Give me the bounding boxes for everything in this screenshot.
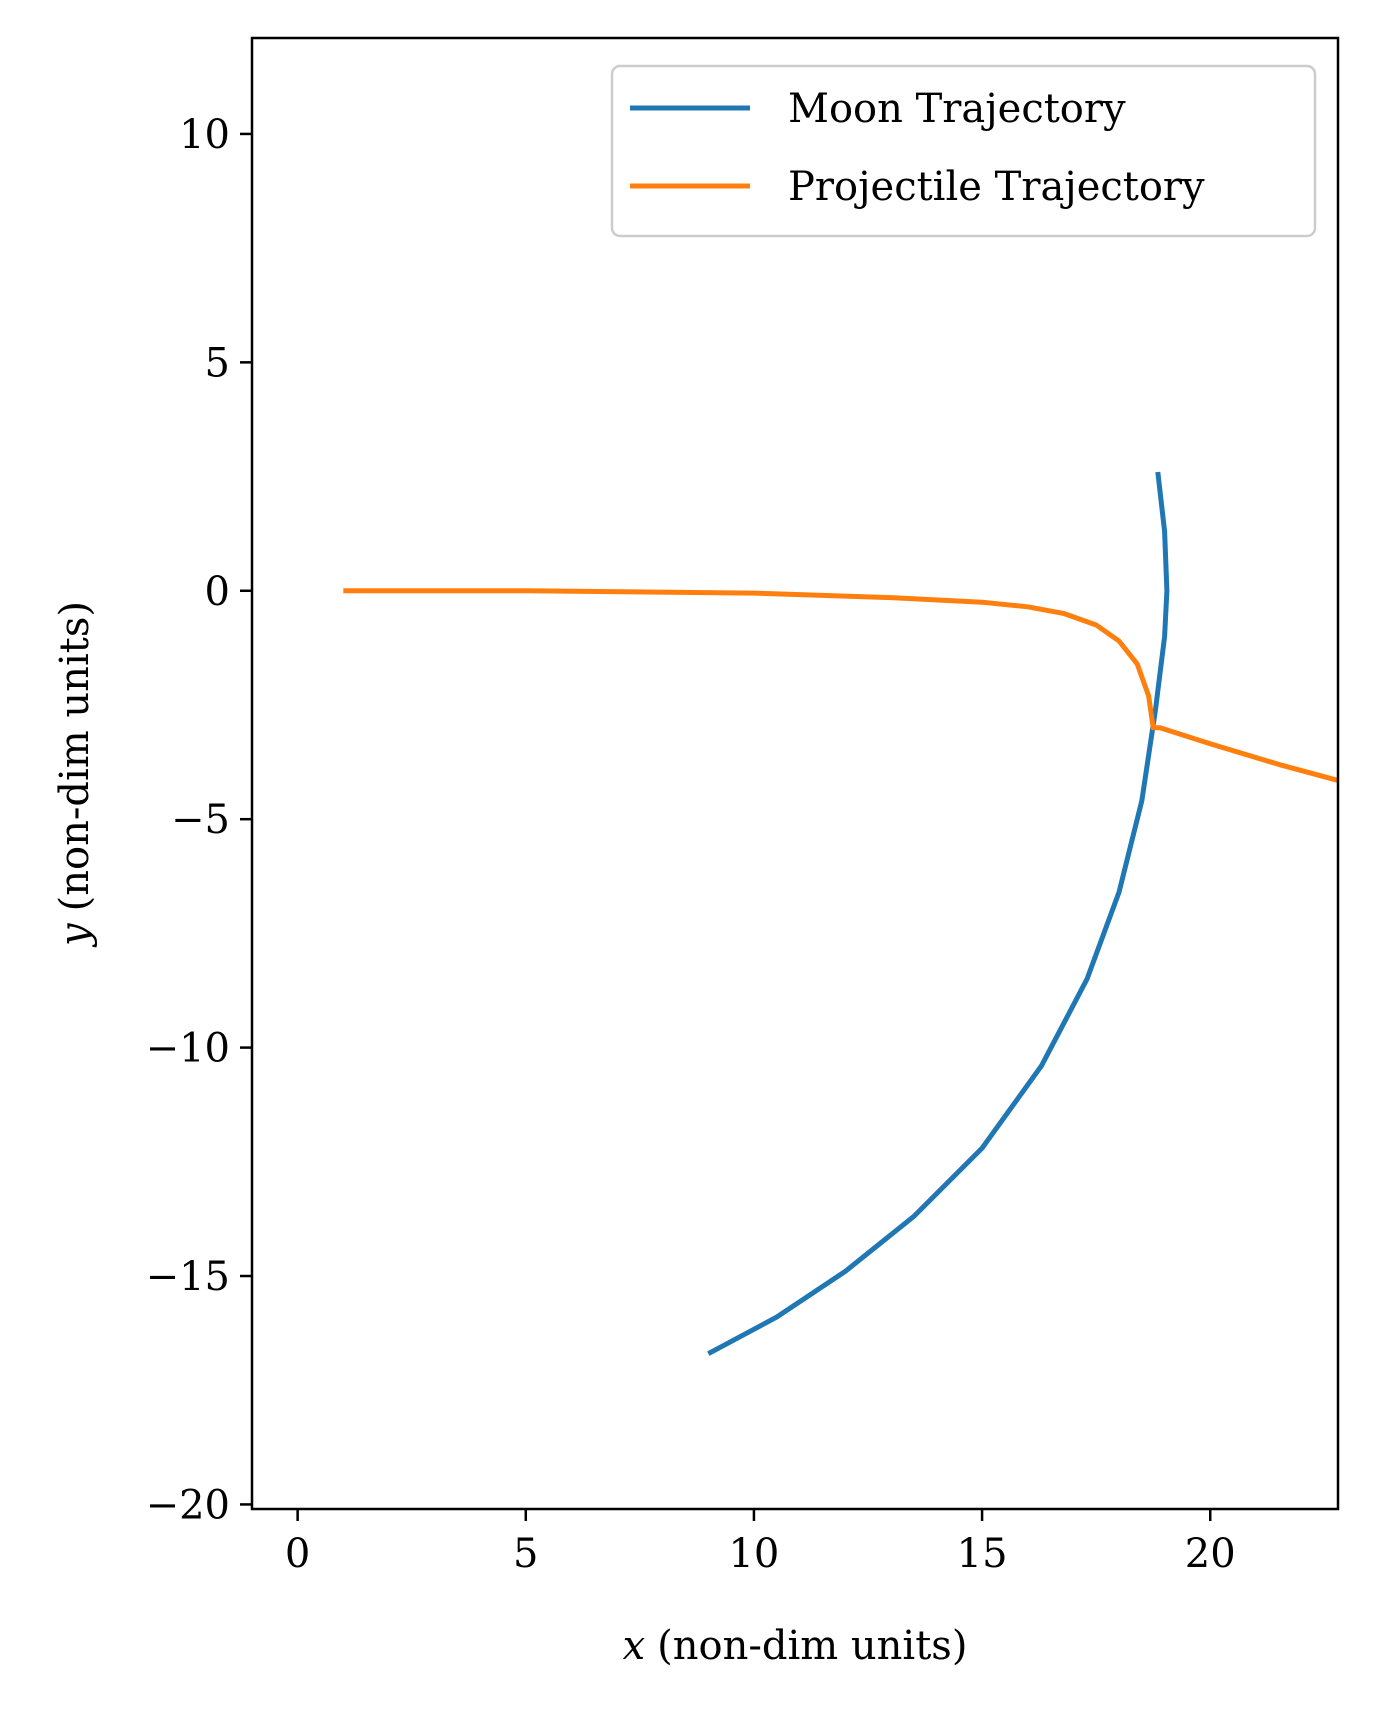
y-tick-label: −5 (171, 797, 230, 843)
y-axis-label: y (non-dim units) (52, 601, 98, 948)
y-axis-variable: y (52, 922, 98, 948)
legend-box (610, 64, 1317, 238)
y-tick-label: 0 (205, 569, 230, 615)
x-tick-label: 0 (285, 1531, 310, 1577)
series-layer (343, 471, 1339, 1356)
legend: Moon Trajectory Projectile Trajectory (610, 64, 1317, 238)
y-tick-label: 10 (179, 112, 230, 158)
ticks-layer: 0 5 10 15 20 10 5 0 −5 −10 −15 −20 (146, 112, 1236, 1577)
y-tick-label: 5 (205, 340, 230, 386)
y-axis-units: (non-dim units) (52, 601, 98, 911)
x-axis-variable: x (623, 1623, 646, 1669)
legend-label-moon: Moon Trajectory (788, 86, 1126, 132)
x-tick-label: 20 (1185, 1531, 1236, 1577)
legend-label-projectile: Projectile Trajectory (788, 164, 1205, 210)
x-tick-label: 5 (513, 1531, 538, 1577)
y-tick-label: −20 (146, 1482, 230, 1528)
x-axis-label: x (non-dim units) (623, 1623, 968, 1669)
series-line-moon (707, 471, 1170, 1356)
y-tick-label: −10 (146, 1026, 230, 1072)
y-tick-label: −15 (146, 1254, 230, 1300)
series-line-projectile (343, 588, 1339, 783)
plot-frame (250, 36, 1340, 1511)
x-tick-label: 15 (957, 1531, 1008, 1577)
x-tick-label: 10 (728, 1531, 779, 1577)
x-axis-units: (non-dim units) (657, 1623, 967, 1669)
